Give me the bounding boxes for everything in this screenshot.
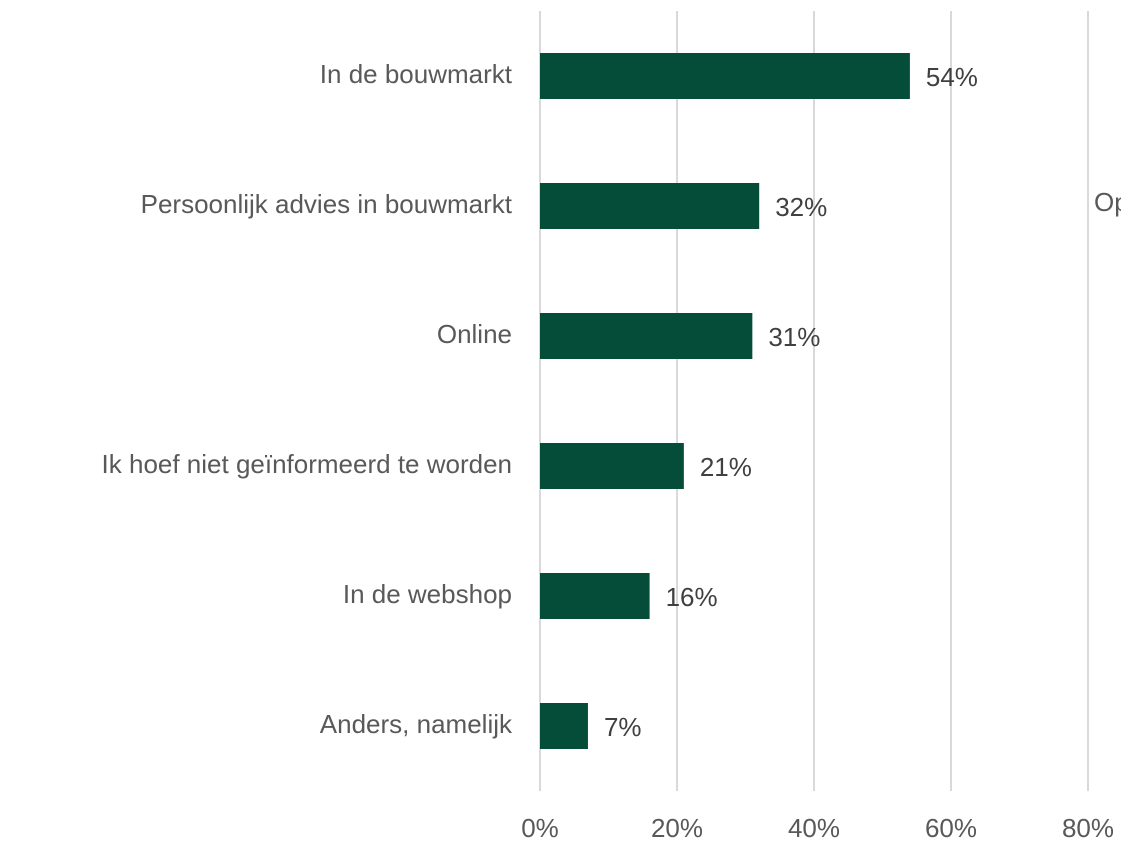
bar — [540, 703, 588, 749]
x-tick-label: 0% — [521, 813, 559, 843]
y-tick-label: In de bouwmarkt — [320, 59, 513, 89]
data-label: 16% — [666, 582, 718, 612]
y-tick-label: Online — [437, 319, 512, 349]
data-label: 32% — [775, 192, 827, 222]
data-label: 21% — [700, 452, 752, 482]
x-tick-label: 20% — [651, 813, 703, 843]
y-tick-label: Anders, namelijk — [320, 709, 513, 739]
y-tick-label: Ik hoef niet geïnformeerd te worden — [102, 449, 512, 479]
x-tick-label: 60% — [925, 813, 977, 843]
annotation: Op — [1094, 187, 1121, 217]
data-label: 7% — [604, 712, 642, 742]
bar — [540, 443, 684, 489]
bar — [540, 573, 650, 619]
x-tick-label: 40% — [788, 813, 840, 843]
bar — [540, 183, 760, 229]
x-tick-label: 80% — [1062, 813, 1114, 843]
data-label: 54% — [926, 62, 978, 92]
y-tick-label: Persoonlijk advies in bouwmarkt — [141, 189, 513, 219]
data-label: 31% — [768, 322, 820, 352]
bar — [540, 53, 910, 99]
bar — [540, 313, 753, 359]
y-tick-label: In de webshop — [343, 579, 512, 609]
